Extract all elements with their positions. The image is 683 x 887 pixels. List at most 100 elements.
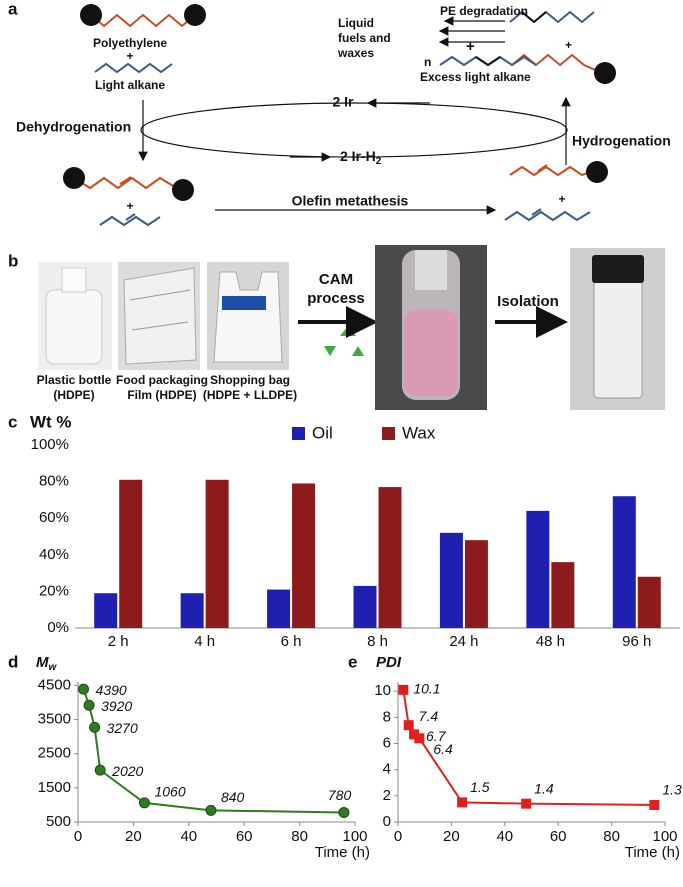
x-tick-label: 100: [652, 828, 677, 845]
sample-material: (HDPE + LLDPE): [203, 388, 297, 402]
bar: [612, 496, 636, 628]
data-label: 780: [328, 787, 352, 803]
bar: [292, 483, 316, 628]
data-label: 6.4: [433, 741, 453, 757]
label-main: PDI: [376, 654, 402, 671]
x-tick-label: 40: [496, 828, 513, 845]
legend-swatch: [382, 427, 395, 440]
y-tick-label: 100%: [31, 436, 69, 453]
scheme-label: Dehydrogenation: [16, 119, 131, 135]
bar: [119, 479, 143, 628]
x-tick-label: 60: [550, 828, 567, 845]
panel-letter: b: [8, 251, 18, 270]
x-tick-label: 60: [236, 828, 253, 845]
process-label: Isolation: [497, 293, 559, 310]
panel-letter: a: [8, 0, 18, 18]
plus: +: [565, 38, 572, 52]
y-tick-label: 4500: [38, 676, 71, 693]
y-tick-label: 500: [46, 813, 71, 830]
y-axis-label: PDI: [376, 654, 402, 671]
x-tick-label: 24 h: [449, 633, 478, 650]
data-label: 10.1: [413, 681, 440, 697]
y-axis-label: Mw: [36, 654, 58, 673]
y-tick-label: 0: [383, 813, 391, 830]
marker: [94, 764, 106, 776]
y-tick-label: 4: [383, 761, 391, 778]
marker: [521, 798, 532, 809]
bar: [378, 487, 402, 628]
x-tick-label: 40: [180, 828, 197, 845]
sample-name: Shopping bag: [210, 373, 290, 387]
plus: +: [126, 49, 133, 63]
process-label: CAM: [319, 271, 353, 288]
label-sub: 2: [376, 156, 382, 167]
x-tick-label: 4 h: [194, 633, 215, 650]
bar: [180, 593, 204, 628]
marker: [338, 806, 350, 818]
scheme-label: Liquid: [338, 16, 374, 30]
bar: [94, 593, 118, 628]
y-tick-label: 1500: [38, 779, 71, 796]
data-label: 6.7: [426, 728, 447, 744]
scheme-label: 2 Ir-H2: [340, 148, 382, 167]
chart-title: Wt %: [30, 412, 72, 431]
x-tick-label: 96 h: [622, 633, 651, 650]
x-tick-label: 8 h: [367, 633, 388, 650]
label-sub: w: [49, 662, 58, 673]
x-tick-label: 0: [394, 828, 402, 845]
marker: [138, 797, 150, 809]
sample-name: Food packaging: [116, 373, 208, 387]
marker: [414, 733, 425, 744]
x-tick-label: 80: [603, 828, 620, 845]
scheme-label: fuels and: [338, 31, 391, 45]
marker: [78, 683, 90, 695]
y-tick-label: 0%: [47, 619, 69, 636]
x-tick-label: 20: [443, 828, 460, 845]
data-label: 3270: [107, 720, 138, 736]
process-label: process: [307, 290, 365, 307]
x-tick-label: 80: [291, 828, 308, 845]
y-tick-label: 10: [374, 682, 391, 699]
bar: [353, 585, 377, 628]
y-tick-label: 8: [383, 708, 391, 725]
scheme-label: PE degradation: [440, 4, 528, 18]
scheme-label: Hydrogenation: [572, 133, 671, 149]
scheme-label: Polyethylene: [93, 36, 167, 50]
plus: +: [466, 38, 475, 55]
scheme-label: Olefin metathesis: [292, 193, 409, 209]
marker: [403, 720, 414, 731]
y-tick-label: 40%: [39, 546, 69, 563]
legend-swatch: [292, 427, 305, 440]
x-tick-label: 2 h: [108, 633, 129, 650]
label-main: M: [36, 654, 49, 671]
y-tick-label: 6: [383, 734, 391, 751]
bar: [267, 589, 291, 628]
bar: [464, 540, 488, 628]
data-label: 2020: [111, 763, 143, 779]
scheme: [63, 4, 616, 227]
bar: [637, 576, 661, 628]
sample-name: Plastic bottle: [37, 373, 112, 387]
x-axis-label: Time (h): [315, 844, 370, 861]
scheme-label: n: [424, 55, 431, 69]
y-tick-label: 20%: [39, 582, 69, 599]
plus: +: [558, 192, 565, 206]
marker: [409, 729, 420, 740]
panel-letter: d: [8, 652, 18, 671]
data-label: 1.5: [470, 779, 490, 795]
x-tick-label: 100: [342, 828, 367, 845]
label-main: 2 Ir-H: [340, 148, 376, 164]
legend-label: Oil: [312, 423, 333, 442]
marker: [205, 804, 217, 816]
marker: [457, 797, 468, 808]
sample-material: (HDPE): [53, 388, 94, 402]
marker: [649, 799, 660, 810]
data-label: 1.4: [534, 780, 554, 796]
y-tick-label: 80%: [39, 473, 69, 490]
data-label: 1.3: [662, 782, 682, 798]
panel-letter: e: [348, 652, 357, 671]
legend-label: Wax: [402, 423, 436, 442]
y-tick-label: 3500: [38, 711, 71, 728]
y-tick-label: 60%: [39, 509, 69, 526]
plus: +: [126, 199, 133, 213]
